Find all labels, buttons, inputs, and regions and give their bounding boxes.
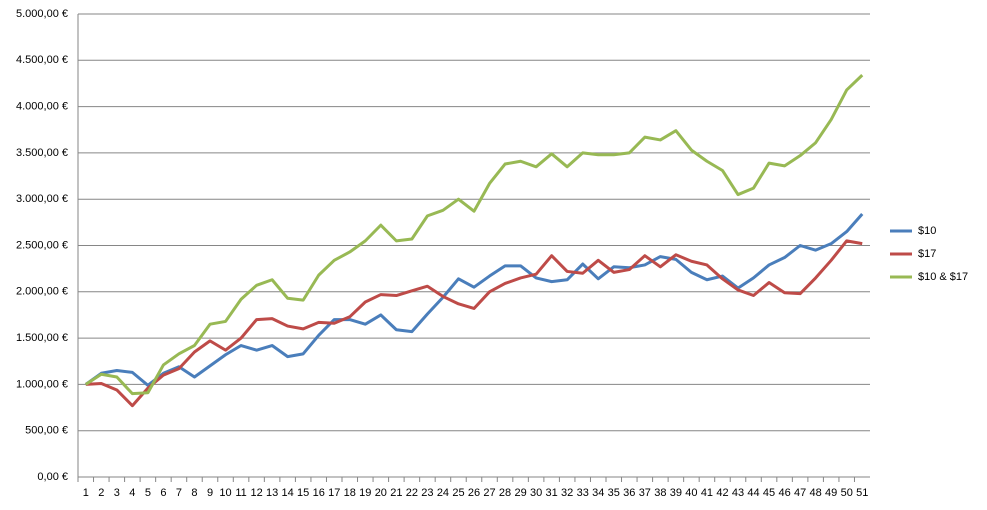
x-tick-label: 24: [437, 487, 449, 499]
x-tick-label: 25: [452, 487, 464, 499]
x-tick-label: 41: [701, 487, 713, 499]
x-tick-label: 48: [810, 487, 822, 499]
y-tick-label: 2.500,00 €: [16, 239, 68, 251]
x-tick-label: 34: [592, 487, 604, 499]
x-tick-label: 35: [608, 487, 620, 499]
x-tick-label: 45: [763, 487, 775, 499]
x-tick-label: 20: [375, 487, 387, 499]
x-tick-label: 50: [841, 487, 853, 499]
x-tick-label: 27: [483, 487, 495, 499]
x-tick-label: 9: [207, 487, 213, 499]
legend-label: $17: [918, 248, 936, 260]
y-tick-label: 0,00 €: [37, 471, 68, 483]
x-tick-label: 23: [421, 487, 433, 499]
y-tick-label: 3.000,00 €: [16, 193, 68, 205]
x-tick-label: 30: [530, 487, 542, 499]
y-tick-label: 2.000,00 €: [16, 286, 68, 298]
y-tick-label: 5.000,00 €: [16, 8, 68, 20]
y-tick-label: 1.500,00 €: [16, 332, 68, 344]
x-tick-label: 12: [250, 487, 262, 499]
x-tick-label: 37: [639, 487, 651, 499]
y-tick-label: 3.500,00 €: [16, 147, 68, 159]
x-tick-label: 10: [219, 487, 231, 499]
series-line: [84, 213, 864, 387]
x-tick-label: 28: [499, 487, 511, 499]
y-tick-label: 500,00 €: [25, 425, 68, 437]
x-tick-label: 17: [328, 487, 340, 499]
y-tick-label: 4.000,00 €: [16, 101, 68, 113]
x-tick-label: 6: [160, 487, 166, 499]
x-tick-label: 14: [282, 487, 294, 499]
series-line: [84, 74, 864, 396]
x-tick-label: 33: [577, 487, 589, 499]
x-tick-label: 2: [98, 487, 104, 499]
series-line: [85, 239, 863, 408]
x-tick-label: 40: [685, 487, 697, 499]
x-tick-label: 21: [390, 487, 402, 499]
x-tick-label: 3: [114, 487, 120, 499]
x-tick-label: 4: [129, 487, 135, 499]
x-tick-label: 16: [313, 487, 325, 499]
x-tick-label: 7: [176, 487, 182, 499]
x-tick-label: 39: [670, 487, 682, 499]
x-tick-label: 8: [191, 487, 197, 499]
x-tick-label: 51: [856, 487, 868, 499]
x-tick-label: 43: [732, 487, 744, 499]
x-tick-label: 1: [83, 487, 89, 499]
legend-label: $10 & $17: [918, 271, 968, 283]
x-tick-label: 44: [747, 487, 759, 499]
x-tick-label: 18: [344, 487, 356, 499]
x-tick-label: 38: [654, 487, 666, 499]
x-tick-label: 42: [716, 487, 728, 499]
x-tick-label: 47: [794, 487, 806, 499]
x-tick-label: 5: [145, 487, 151, 499]
x-tick-label: 13: [266, 487, 278, 499]
legend-label: $10: [918, 225, 936, 237]
x-tick-label: 22: [406, 487, 418, 499]
x-tick-label: 26: [468, 487, 480, 499]
y-tick-label: 1.000,00 €: [16, 378, 68, 390]
x-tick-label: 11: [235, 487, 246, 499]
x-tick-label: 15: [297, 487, 309, 499]
x-tick-label: 32: [561, 487, 573, 499]
x-tick-label: 31: [546, 487, 558, 499]
x-tick-label: 36: [623, 487, 635, 499]
x-tick-label: 29: [514, 487, 526, 499]
x-tick-label: 49: [825, 487, 837, 499]
y-tick-label: 4.500,00 €: [16, 54, 68, 66]
x-tick-label: 19: [359, 487, 371, 499]
x-tick-label: 46: [778, 487, 790, 499]
